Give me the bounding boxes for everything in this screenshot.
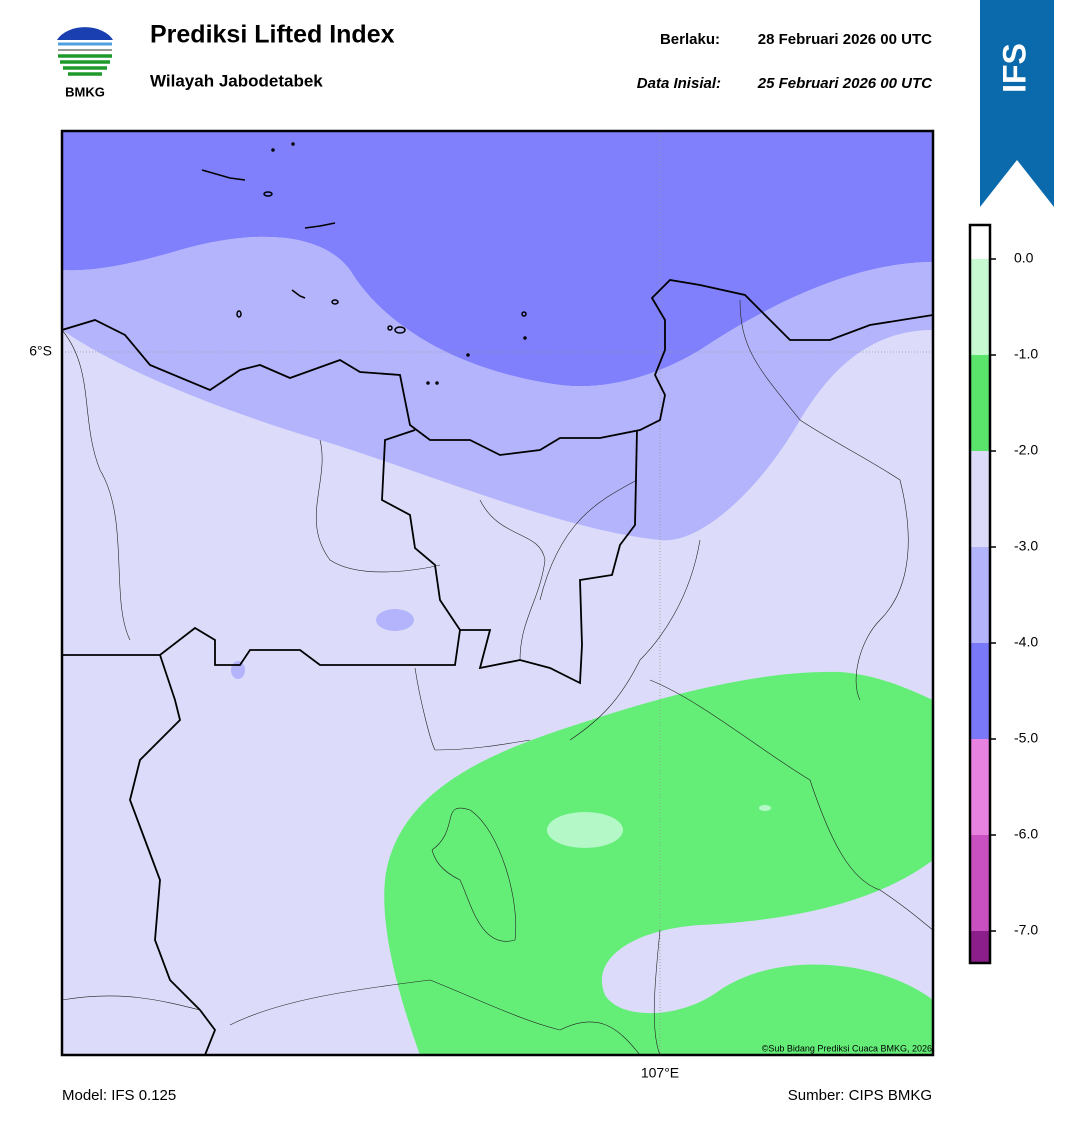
colorbar-tick-label: -6.0 [1014,826,1038,842]
colorbar-tick-label: -7.0 [1014,922,1038,938]
init-date: 25 Februari 2026 00 UTC [757,75,933,92]
map [62,131,933,1055]
title: Prediksi Lifted Index [150,21,395,49]
colorbar-band [970,835,990,931]
footer-model: Model: IFS 0.125 [62,1087,176,1104]
colorbar-band [970,547,990,643]
logo: BMKG [57,27,113,99]
badge [980,0,1054,207]
colorbar: 0.0 -1.0 -2.0 -3.0 -4.0 -5.0 -6.0 -7.0 [968,223,1038,965]
lon-label: 107°E [641,1065,679,1081]
logo-text: BMKG [65,84,105,99]
colorbar-band [970,259,990,355]
colorbar-tick-label: -3.0 [1014,538,1038,554]
colorbar-tick-label: -5.0 [1014,730,1038,746]
colorbar-tick-label: -1.0 [1014,346,1038,362]
colorbar-band [970,355,990,451]
map-frame [60,129,935,1057]
lat-label: 6°S [29,343,52,359]
badge-text: IFS [996,43,1032,93]
init-label: Data Inisial: [637,75,721,92]
footer-source: Sumber: CIPS BMKG [788,1087,932,1104]
colorbar-frame [968,223,992,965]
valid-label: Berlaku: [660,31,720,48]
colorbar-tick-label: -4.0 [1014,634,1038,650]
colorbar-band [970,451,990,547]
colorbar-band [970,643,990,739]
colorbar-tick-label: -2.0 [1014,442,1038,458]
valid-date: 28 Februari 2026 00 UTC [758,31,932,48]
colorbar-band [970,225,990,259]
colorbar-band [970,931,990,963]
colorbar-band [970,739,990,835]
colorbar-tick-label: 0.0 [1014,250,1034,266]
subtitle: Wilayah Jabodetabek [150,71,323,90]
credit: ©Sub Bidang Prediksi Cuaca BMKG, 2026 [762,1043,932,1053]
